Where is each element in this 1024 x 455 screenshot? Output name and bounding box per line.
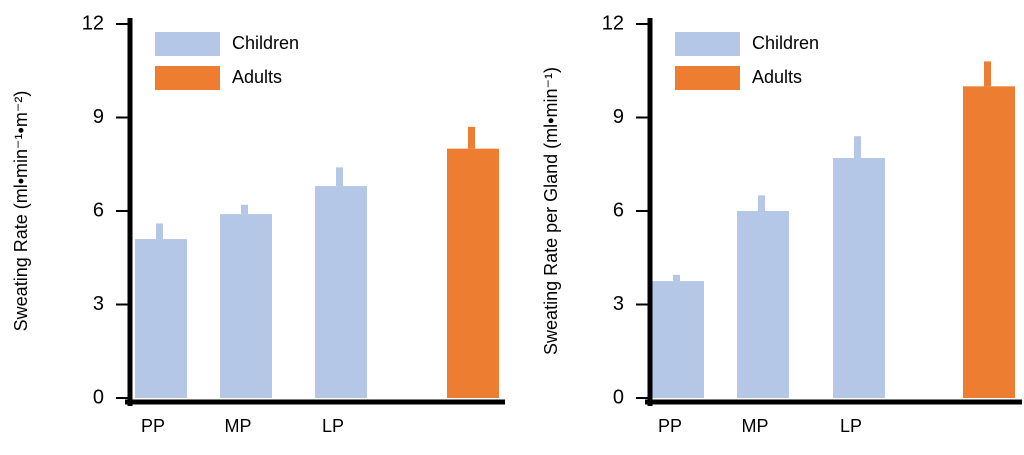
x-tick-label: PP xyxy=(141,416,165,436)
legend-label: Children xyxy=(232,33,299,53)
error-bar xyxy=(336,167,343,187)
y-tick-label: 9 xyxy=(93,106,104,128)
error-bar xyxy=(673,274,680,282)
y-tick-label: 6 xyxy=(93,199,104,221)
y-tick-label: 6 xyxy=(613,199,624,221)
y-tick-label: 3 xyxy=(93,293,104,315)
legend-label: Adults xyxy=(232,67,282,87)
error-bar xyxy=(758,195,765,211)
legend-swatch xyxy=(675,32,740,56)
legend-swatch xyxy=(155,32,220,56)
legend-label: Adults xyxy=(752,67,802,87)
y-tick-label: 0 xyxy=(613,386,624,408)
y-tick-label: 12 xyxy=(602,12,624,34)
bar xyxy=(737,211,789,398)
y-axis-label: Sweating Rate (ml•min⁻¹•m⁻²) xyxy=(11,91,31,332)
bar xyxy=(135,239,187,398)
error-bar xyxy=(241,204,248,215)
error-bar xyxy=(854,136,861,159)
bar xyxy=(833,158,885,398)
bar xyxy=(220,214,272,398)
y-tick-label: 0 xyxy=(93,386,104,408)
x-tick-label: LP xyxy=(840,416,862,436)
bar xyxy=(652,281,704,398)
y-axis-label: Sweating Rate per Gland (ml•min⁻¹) xyxy=(541,67,561,355)
legend-label: Children xyxy=(752,33,819,53)
error-bar xyxy=(984,61,991,87)
bar xyxy=(447,148,499,398)
x-tick-label: LP xyxy=(322,416,344,436)
y-tick-label: 9 xyxy=(613,106,624,128)
x-tick-label: PP xyxy=(658,416,682,436)
y-tick-label: 3 xyxy=(613,293,624,315)
legend-swatch xyxy=(675,66,740,90)
x-tick-label: MP xyxy=(225,416,252,436)
bar xyxy=(315,186,367,398)
bar xyxy=(963,86,1015,398)
error-bar xyxy=(156,223,163,240)
legend-swatch xyxy=(155,66,220,90)
error-bar xyxy=(468,126,475,149)
y-tick-label: 12 xyxy=(82,12,104,34)
x-tick-label: MP xyxy=(742,416,769,436)
